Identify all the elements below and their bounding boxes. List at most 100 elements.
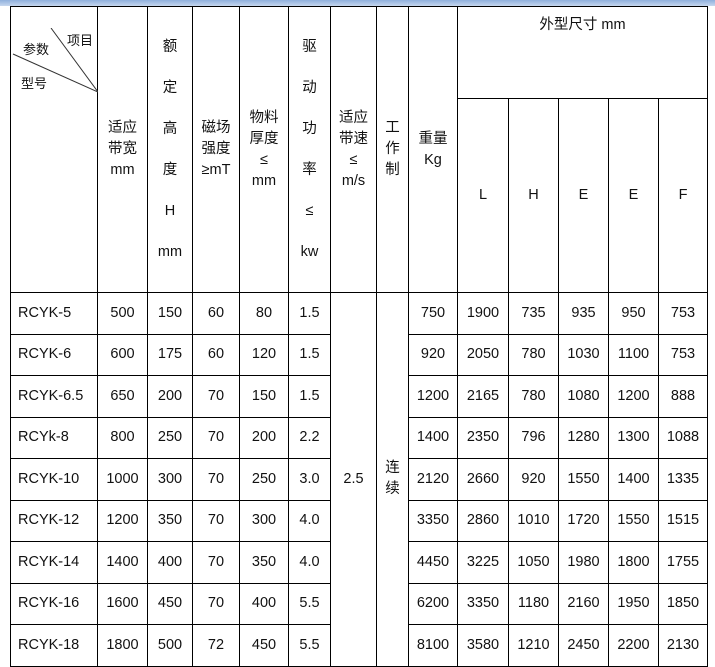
header-duty: 工 作 制 bbox=[376, 6, 409, 293]
corner-model-label: 型号 bbox=[21, 76, 48, 91]
cell-model: RCYK-10 bbox=[10, 458, 98, 501]
cell-weight: 920 bbox=[408, 333, 458, 376]
cell-F: 753 bbox=[658, 333, 708, 376]
cell-E2: 1200 bbox=[608, 375, 659, 418]
cell-weight: 8100 bbox=[408, 624, 458, 667]
header-belt-width: 适应 带宽 mm bbox=[97, 6, 148, 293]
cell-height: 200 bbox=[147, 375, 193, 418]
cell-thick: 200 bbox=[239, 416, 289, 459]
cell-weight: 1200 bbox=[408, 375, 458, 418]
window-top-bar bbox=[0, 0, 715, 6]
cell-F: 1088 bbox=[658, 416, 708, 459]
cell-E1: 1720 bbox=[558, 499, 609, 542]
cell-E1: 1550 bbox=[558, 458, 609, 501]
header-dim-H: H bbox=[508, 97, 559, 294]
cell-E2: 1550 bbox=[608, 499, 659, 542]
cell-height: 175 bbox=[147, 333, 193, 376]
header-dim-E1: E bbox=[558, 97, 609, 294]
table-row: RCYK-5 500 150 60 80 1.5 2.5 连 续 750 1900 735 935 95… bbox=[10, 292, 708, 667]
cell-L: 3225 bbox=[457, 541, 509, 584]
cell-H: 796 bbox=[508, 416, 559, 459]
table-row: RCYK-14 1400 400 70 350 4.0 4450 3225 1050 1980 18… bbox=[10, 541, 708, 584]
cell-H: 735 bbox=[508, 292, 559, 335]
cell-weight: 4450 bbox=[408, 541, 458, 584]
cell-thick: 120 bbox=[239, 333, 289, 376]
cell-model: RCYK-16 bbox=[10, 582, 98, 625]
cell-model: RCYK-5 bbox=[10, 292, 98, 335]
cell-power: 1.5 bbox=[288, 292, 331, 335]
cell-H: 1050 bbox=[508, 541, 559, 584]
corner-param-label: 参数 bbox=[23, 42, 50, 57]
cell-F: 1755 bbox=[658, 541, 708, 584]
cell-E2: 1800 bbox=[608, 541, 659, 584]
cell-F: 1335 bbox=[658, 458, 708, 501]
cell-E1: 1030 bbox=[558, 333, 609, 376]
cell-model: RCYK-14 bbox=[10, 541, 98, 584]
header-dim-F: F bbox=[658, 97, 708, 294]
cell-model: RCYk-8 bbox=[10, 416, 98, 459]
cell-field: 70 bbox=[192, 416, 240, 459]
cell-E1: 1080 bbox=[558, 375, 609, 418]
cell-thick: 400 bbox=[239, 582, 289, 625]
cell-power: 3.0 bbox=[288, 458, 331, 501]
cell-weight: 3350 bbox=[408, 499, 458, 542]
cell-power: 5.5 bbox=[288, 624, 331, 667]
cell-field: 60 bbox=[192, 333, 240, 376]
header-dim-L: L bbox=[457, 97, 509, 294]
cell-F: 888 bbox=[658, 375, 708, 418]
cell-width: 1200 bbox=[97, 499, 148, 542]
cell-power: 2.2 bbox=[288, 416, 331, 459]
cell-power: 4.0 bbox=[288, 499, 331, 542]
cell-model: RCYK-18 bbox=[10, 624, 98, 667]
table-row: RCYK-12 1200 350 70 300 4.0 3350 2860 1010 1720 15… bbox=[10, 499, 708, 542]
header-weight: 重量 Kg bbox=[408, 6, 458, 293]
cell-weight: 2120 bbox=[408, 458, 458, 501]
header-field-strength: 磁场 强度 ≥mT bbox=[192, 6, 240, 293]
cell-field: 70 bbox=[192, 582, 240, 625]
cell-H: 1180 bbox=[508, 582, 559, 625]
cell-F: 1850 bbox=[658, 582, 708, 625]
table-row: RCYK-10 1000 300 70 250 3.0 2120 2660 920 1550 140… bbox=[10, 458, 708, 501]
cell-E1: 1280 bbox=[558, 416, 609, 459]
header-material-thickness: 物料 厚度 ≤ mm bbox=[239, 6, 289, 293]
cell-height: 400 bbox=[147, 541, 193, 584]
cell-power: 4.0 bbox=[288, 541, 331, 584]
cell-weight: 1400 bbox=[408, 416, 458, 459]
cell-E2: 950 bbox=[608, 292, 659, 335]
cell-model: RCYK-6.5 bbox=[10, 375, 98, 418]
cell-model: RCYK-12 bbox=[10, 499, 98, 542]
cell-L: 1900 bbox=[457, 292, 509, 335]
cell-E2: 2200 bbox=[608, 624, 659, 667]
table-row: RCYK-6 600 175 60 120 1.5 920 2050 780 1030 1100 75… bbox=[10, 333, 708, 376]
cell-height: 250 bbox=[147, 416, 193, 459]
cell-E2: 1400 bbox=[608, 458, 659, 501]
cell-width: 600 bbox=[97, 333, 148, 376]
cell-H: 1210 bbox=[508, 624, 559, 667]
cell-model: RCYK-6 bbox=[10, 333, 98, 376]
cell-width: 1800 bbox=[97, 624, 148, 667]
cell-H: 920 bbox=[508, 458, 559, 501]
cell-width: 800 bbox=[97, 416, 148, 459]
cell-E1: 2450 bbox=[558, 624, 609, 667]
cell-L: 3580 bbox=[457, 624, 509, 667]
cell-field: 70 bbox=[192, 458, 240, 501]
cell-E2: 1300 bbox=[608, 416, 659, 459]
cell-width: 500 bbox=[97, 292, 148, 335]
cell-width: 1600 bbox=[97, 582, 148, 625]
cell-thick: 450 bbox=[239, 624, 289, 667]
cell-thick: 300 bbox=[239, 499, 289, 542]
cell-E1: 1980 bbox=[558, 541, 609, 584]
cell-E1: 935 bbox=[558, 292, 609, 335]
cell-L: 2860 bbox=[457, 499, 509, 542]
header-dim-E2: E bbox=[608, 97, 659, 294]
cell-F: 1515 bbox=[658, 499, 708, 542]
cell-height: 350 bbox=[147, 499, 193, 542]
cell-H: 780 bbox=[508, 375, 559, 418]
cell-E2: 1100 bbox=[608, 333, 659, 376]
cell-height: 150 bbox=[147, 292, 193, 335]
cell-thick: 150 bbox=[239, 375, 289, 418]
corner-item-label: 项目 bbox=[67, 33, 94, 48]
cell-power: 5.5 bbox=[288, 582, 331, 625]
cell-width: 1400 bbox=[97, 541, 148, 584]
diagonal-lines bbox=[12, 28, 98, 93]
